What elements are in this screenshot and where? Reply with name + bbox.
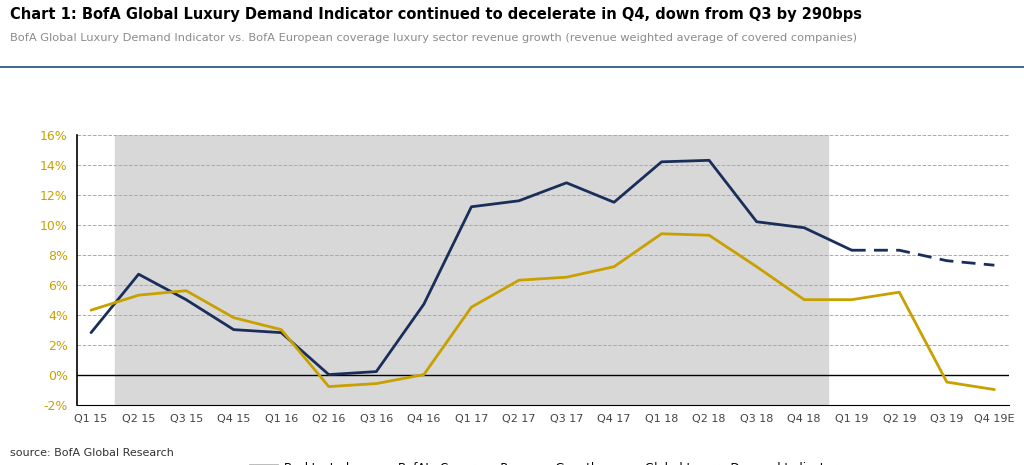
Text: source: BofA Global Research: source: BofA Global Research bbox=[10, 448, 174, 458]
Text: BofA Global Luxury Demand Indicator vs. BofA European coverage luxury sector rev: BofA Global Luxury Demand Indicator vs. … bbox=[10, 33, 857, 43]
Legend: Backtested, BofAI   Coverage Revenue Growth, Global Luxury Demand Indicator: Backtested, BofAI Coverage Revenue Growt… bbox=[244, 457, 842, 465]
Text: Chart 1: BofA Global Luxury Demand Indicator continued to decelerate in Q4, down: Chart 1: BofA Global Luxury Demand Indic… bbox=[10, 7, 862, 22]
Bar bbox=[115, 135, 828, 405]
